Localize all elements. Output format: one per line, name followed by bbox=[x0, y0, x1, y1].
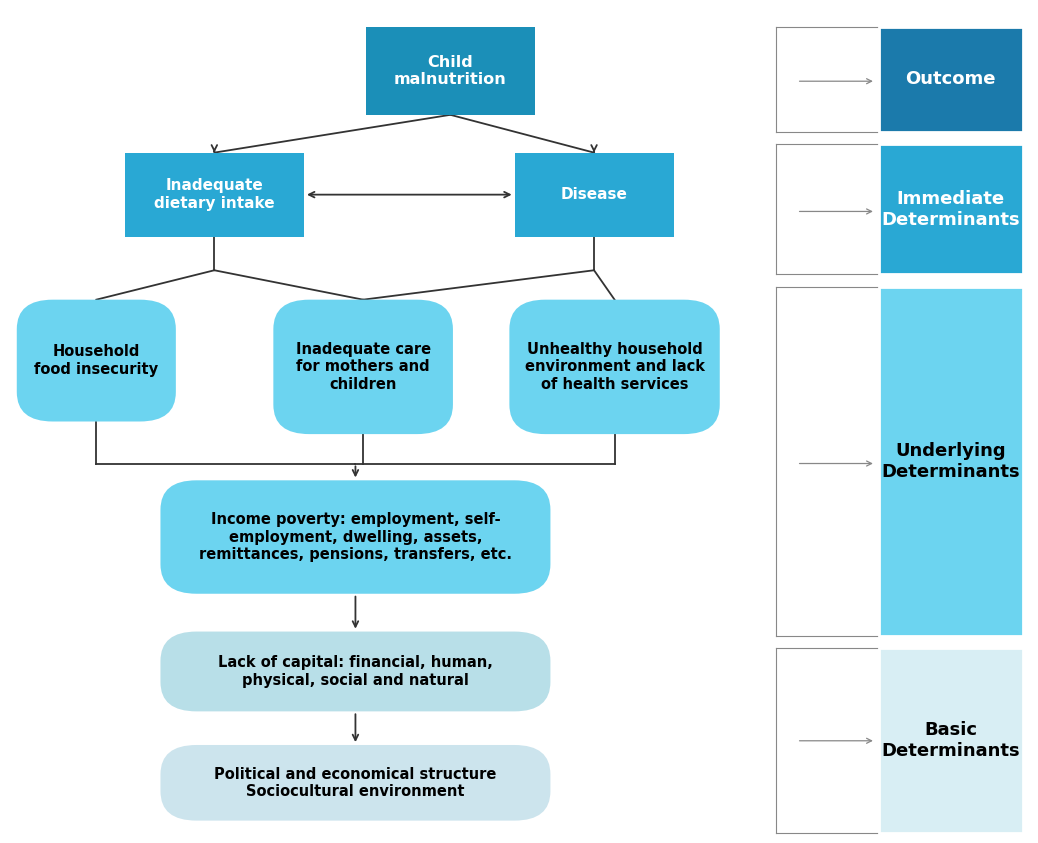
FancyBboxPatch shape bbox=[161, 631, 550, 711]
FancyBboxPatch shape bbox=[879, 144, 1022, 275]
FancyBboxPatch shape bbox=[161, 745, 550, 820]
Text: Unhealthy household
environment and lack
of health services: Unhealthy household environment and lack… bbox=[524, 342, 705, 392]
Text: Inadequate care
for mothers and
children: Inadequate care for mothers and children bbox=[296, 342, 431, 392]
FancyBboxPatch shape bbox=[161, 481, 550, 593]
FancyBboxPatch shape bbox=[17, 299, 175, 422]
FancyBboxPatch shape bbox=[510, 299, 719, 434]
Text: Outcome: Outcome bbox=[905, 70, 995, 89]
FancyBboxPatch shape bbox=[879, 648, 1022, 833]
FancyBboxPatch shape bbox=[879, 27, 1022, 132]
Text: Immediate
Determinants: Immediate Determinants bbox=[881, 190, 1020, 228]
FancyBboxPatch shape bbox=[273, 299, 453, 434]
Text: Inadequate
dietary intake: Inadequate dietary intake bbox=[154, 179, 275, 211]
Text: Political and economical structure
Sociocultural environment: Political and economical structure Socio… bbox=[214, 766, 496, 799]
Text: Underlying
Determinants: Underlying Determinants bbox=[881, 442, 1020, 481]
Text: Disease: Disease bbox=[561, 187, 628, 202]
FancyBboxPatch shape bbox=[515, 153, 674, 237]
Text: Basic
Determinants: Basic Determinants bbox=[881, 722, 1020, 760]
Text: Child
malnutrition: Child malnutrition bbox=[394, 55, 507, 87]
FancyBboxPatch shape bbox=[125, 153, 304, 237]
Text: Income poverty: employment, self-
employment, dwelling, assets,
remittances, pen: Income poverty: employment, self- employ… bbox=[199, 513, 512, 562]
Text: Lack of capital: financial, human,
physical, social and natural: Lack of capital: financial, human, physi… bbox=[218, 655, 493, 688]
FancyBboxPatch shape bbox=[879, 287, 1022, 636]
Text: Household
food insecurity: Household food insecurity bbox=[34, 345, 159, 377]
FancyBboxPatch shape bbox=[365, 27, 535, 115]
